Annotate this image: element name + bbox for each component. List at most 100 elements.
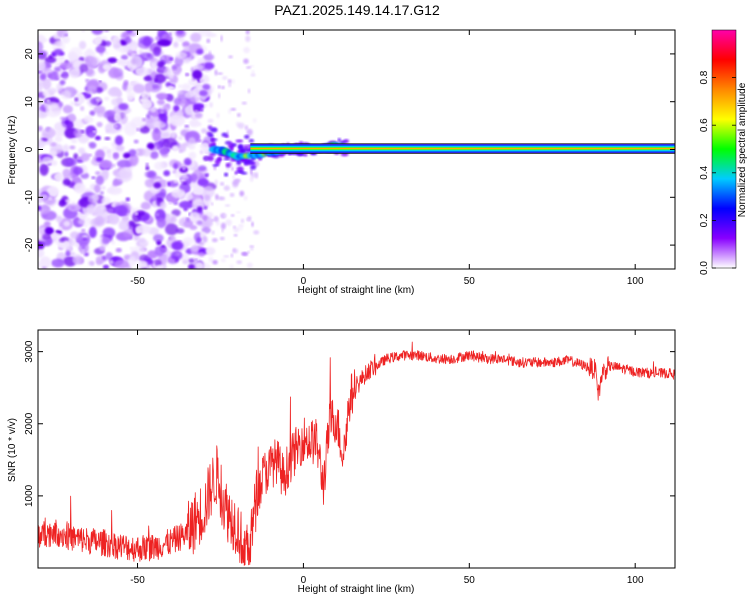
noise-blob [134, 212, 139, 216]
noise-blob [64, 151, 69, 157]
noise-blob [208, 50, 212, 56]
noise-blob [70, 206, 76, 210]
noise-blob [182, 181, 187, 185]
noise-blob [108, 259, 114, 265]
spectrogram-y-axis: -20 -10 0 10 20 [24, 48, 675, 252]
noise-blob [136, 128, 140, 132]
noise-blob [101, 255, 107, 261]
noise-blob [153, 51, 160, 57]
noise-blob [131, 208, 137, 213]
colorbar-tick-label: 0.8 [699, 70, 710, 84]
snr-y-tick-label: 2000 [24, 412, 35, 435]
noise-blob [39, 163, 49, 176]
noise-blob [203, 205, 208, 210]
noise-blob [48, 197, 52, 201]
noise-blob [181, 83, 192, 91]
noise-blob [101, 186, 106, 190]
noise-blob [55, 215, 63, 223]
noise-blob [61, 35, 70, 44]
noise-blob [189, 119, 200, 128]
noise-blob [124, 36, 132, 44]
noise-blob [222, 76, 228, 80]
noise-blob [58, 237, 65, 243]
noise-blob [233, 225, 236, 229]
noise-blob [133, 139, 139, 144]
transition-blob [207, 155, 214, 162]
noise-blob [65, 157, 78, 167]
noise-blob [122, 83, 128, 91]
noise-blob [103, 51, 109, 55]
noise-blob [49, 91, 55, 96]
noise-blob [167, 85, 175, 91]
noise-blob [168, 201, 173, 205]
noise-blob [39, 256, 52, 269]
noise-blob [207, 118, 214, 124]
noise-blob [144, 178, 155, 188]
noise-blob [208, 256, 214, 263]
noise-blob [79, 63, 89, 73]
transition-blob [238, 143, 243, 150]
noise-blob [125, 30, 133, 34]
snr-y-tick-label: 1000 [24, 484, 35, 507]
noise-blob [138, 52, 154, 61]
noise-blob [230, 78, 236, 84]
noise-blob [42, 38, 49, 42]
noise-blob [167, 181, 171, 187]
transition-blob [244, 134, 250, 139]
noise-blob [156, 265, 162, 269]
noise-blob [142, 148, 152, 157]
transition-blob [243, 160, 248, 166]
noise-blob [103, 30, 110, 33]
noise-blob [170, 131, 177, 139]
noise-blob [213, 215, 219, 222]
noise-blob [102, 63, 111, 71]
noise-blob [154, 259, 162, 267]
noise-blob [241, 251, 249, 257]
noise-blob [236, 211, 241, 214]
noise-blob [115, 145, 125, 151]
noise-blob [194, 112, 203, 119]
noise-blob [83, 115, 94, 124]
noise-blob [180, 253, 189, 263]
spectrogram-y-tick-label: 20 [24, 48, 35, 60]
spectrogram-x-axis: -50 0 50 100 [130, 30, 644, 287]
noise-blob [160, 132, 171, 139]
noise-blob [78, 241, 89, 254]
noise-blob [38, 158, 41, 163]
noise-blob [250, 246, 254, 251]
noise-blob [247, 250, 250, 254]
noise-blob [176, 110, 184, 117]
noise-blob [142, 102, 150, 107]
noise-blob [183, 157, 192, 166]
noise-blob [55, 54, 66, 63]
noise-blob [99, 159, 113, 170]
noise-blob [60, 89, 72, 100]
snr-x-tick-label: 0 [301, 575, 307, 586]
noise-blob [246, 128, 253, 136]
noise-blob [73, 182, 86, 194]
noise-blob [100, 191, 104, 195]
noise-blob [106, 188, 115, 194]
colorbar-label: Normalized spectral amplitude [737, 82, 748, 217]
noise-blob [67, 51, 78, 62]
noise-blob [191, 69, 203, 80]
noise-blob [46, 186, 59, 198]
noise-blob [196, 48, 204, 55]
noise-blob [153, 120, 166, 129]
noise-blob [73, 128, 83, 138]
noise-blob [145, 113, 151, 119]
noise-blob [99, 245, 106, 251]
noise-blob [175, 51, 188, 60]
snr-x-tick-label: -50 [130, 575, 145, 586]
noise-blob [161, 56, 165, 60]
noise-blob [94, 149, 106, 160]
noise-blob [46, 99, 51, 103]
noise-blob [251, 221, 254, 227]
noise-blob [114, 203, 120, 206]
noise-blob [174, 36, 183, 42]
transition-blob [223, 157, 231, 161]
noise-blob [212, 259, 218, 265]
spectrogram-y-tick-label: -20 [24, 237, 35, 252]
noise-blob [246, 262, 253, 268]
noise-blob [220, 258, 226, 263]
